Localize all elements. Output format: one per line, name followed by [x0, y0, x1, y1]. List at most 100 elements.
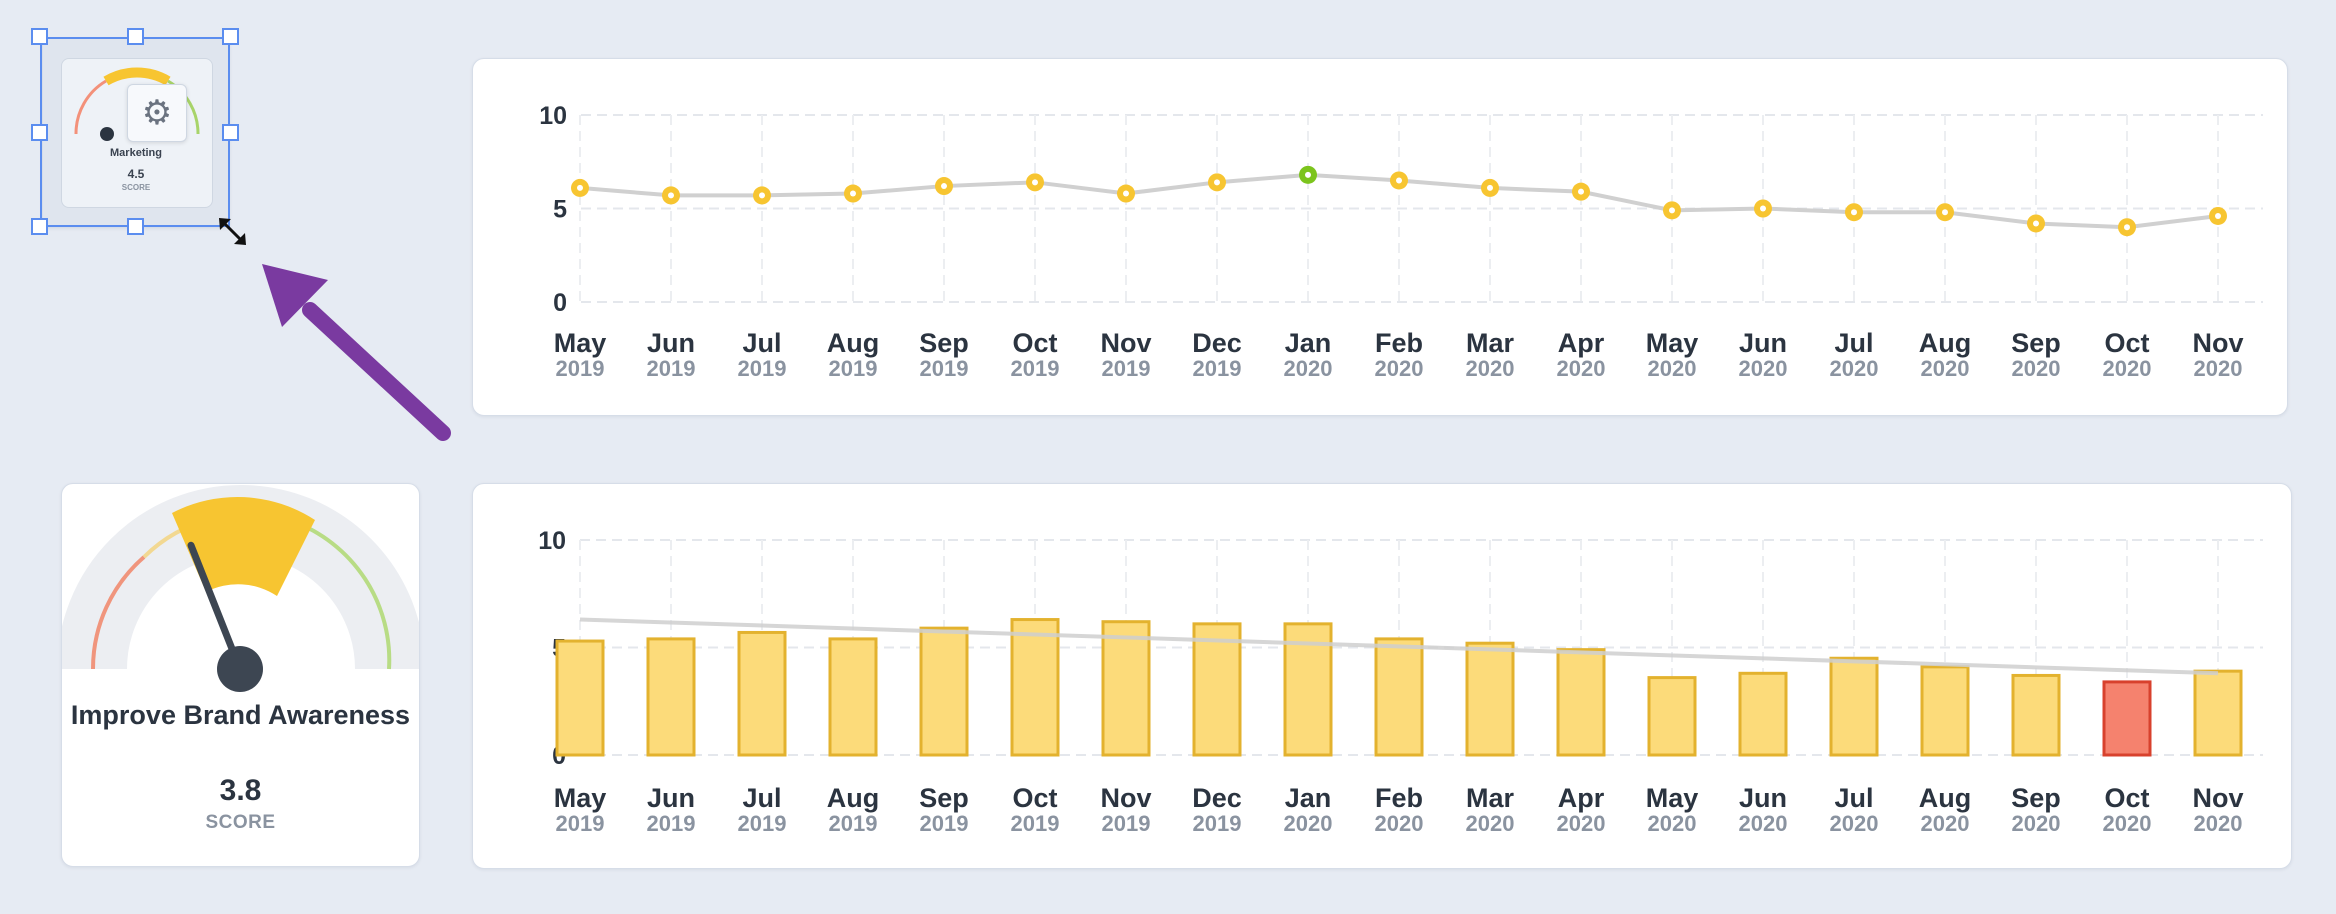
x-tick-year: 2020 — [1830, 356, 1879, 381]
purple-arrow-icon — [262, 264, 451, 441]
resize-handle-top-left[interactable] — [31, 28, 48, 45]
x-tick-year: 2019 — [1011, 811, 1060, 836]
x-tick-month: Sep — [2011, 783, 2061, 813]
bar — [1192, 622, 1242, 757]
x-tick-year: 2020 — [1921, 356, 1970, 381]
x-tick-month: Jul — [742, 783, 781, 813]
data-point-center — [1032, 179, 1038, 186]
x-tick-month: Oct — [1012, 328, 1057, 358]
x-tick-month: Oct — [1012, 783, 1057, 813]
x-tick-month: Jun — [647, 328, 695, 358]
x-tick-year: 2020 — [2194, 356, 2243, 381]
data-point-center — [1123, 190, 1129, 197]
resize-handle-bottom-left[interactable] — [31, 218, 48, 235]
x-tick-month: Jun — [1739, 328, 1787, 358]
data-point-center — [759, 192, 765, 199]
bar — [646, 637, 696, 757]
mini-widget-score: 4.5 — [127, 167, 145, 181]
x-tick-month: Aug — [1919, 328, 1971, 358]
x-tick-year: 2020 — [2103, 811, 2152, 836]
x-tick-month: Nov — [1100, 328, 1151, 358]
x-tick-year: 2020 — [1739, 356, 1788, 381]
x-tick-year: 2019 — [738, 356, 787, 381]
x-tick-month: Mar — [1466, 328, 1515, 358]
gauge-score-label: SCORE — [205, 812, 276, 833]
x-tick-month: Oct — [2104, 783, 2149, 813]
data-point-center — [2124, 224, 2130, 231]
data-point-center — [1760, 205, 1766, 212]
x-tick-month: Feb — [1375, 783, 1423, 813]
data-point-center — [1669, 207, 1675, 214]
x-tick-year: 2020 — [2103, 356, 2152, 381]
x-tick-year: 2019 — [920, 811, 969, 836]
x-tick-year: 2019 — [829, 356, 878, 381]
resize-handle-top-right[interactable] — [222, 28, 239, 45]
x-tick-year: 2020 — [2194, 811, 2243, 836]
x-tick-month: Sep — [919, 328, 969, 358]
bar — [1465, 641, 1515, 757]
resize-handle-left[interactable] — [31, 124, 48, 141]
y-tick-label: 10 — [539, 102, 567, 130]
x-tick-year: 2020 — [1557, 356, 1606, 381]
x-tick-year: 2020 — [1375, 356, 1424, 381]
gauge — [62, 485, 419, 694]
x-tick-year: 2020 — [1284, 356, 1333, 381]
x-tick-year: 2019 — [829, 811, 878, 836]
bar — [2102, 680, 2152, 757]
x-tick-year: 2020 — [1648, 811, 1697, 836]
x-tick-month: Oct — [2104, 328, 2149, 358]
x-tick-month: May — [1646, 783, 1699, 813]
bar — [1556, 648, 1606, 757]
y-tick-label: 0 — [553, 289, 567, 317]
bar — [828, 637, 878, 757]
gauge-red-zone — [90, 555, 146, 670]
data-point-center — [577, 184, 583, 191]
x-tick-year: 2020 — [1466, 356, 1515, 381]
x-tick-month: Jul — [1834, 328, 1873, 358]
line-chart: 0510May2019Jun2019Jul2019Aug2019Sep2019O… — [539, 102, 2263, 381]
data-point-center — [2215, 212, 2221, 219]
bar — [919, 626, 969, 757]
y-tick-label: 5 — [553, 196, 567, 224]
data-point-center — [1214, 179, 1220, 186]
x-tick-month: Sep — [919, 783, 969, 813]
gauge-yellow-band — [172, 496, 315, 596]
x-tick-month: Nov — [2192, 328, 2243, 358]
x-tick-year: 2020 — [1830, 811, 1879, 836]
gauge-title: Improve Brand Awareness — [70, 700, 411, 730]
mini-widget-score-label: SCORE — [121, 183, 151, 192]
bar — [1283, 622, 1333, 757]
x-tick-year: 2020 — [1557, 811, 1606, 836]
score-gauge-card[interactable]: Improve Brand Awareness 3.8 SCORE — [61, 483, 420, 867]
bar — [1738, 671, 1788, 757]
mini-widget-name: Marketing — [110, 147, 162, 159]
bar — [1920, 665, 1970, 757]
x-tick-month: Nov — [1100, 783, 1151, 813]
x-tick-month: Apr — [1558, 328, 1605, 358]
resize-handle-right[interactable] — [222, 124, 239, 141]
bar — [555, 639, 605, 757]
x-tick-year: 2019 — [647, 356, 696, 381]
x-tick-month: May — [554, 783, 607, 813]
score-trend-line-card: 0 5 10 May 2019 Jun 2019 Jul 2019 Aug 2019 Sep 2019 O… — [472, 58, 2288, 416]
gear-icon[interactable]: ⚙ — [127, 84, 187, 142]
x-tick-year: 2019 — [1011, 356, 1060, 381]
trend-line — [579, 617, 2219, 676]
resize-handle-top[interactable] — [127, 28, 144, 45]
bar — [1374, 637, 1424, 757]
x-tick-month: Jan — [1285, 328, 1332, 358]
x-tick-year: 2020 — [1921, 811, 1970, 836]
mini-gauge — [74, 67, 200, 141]
x-tick-month: Dec — [1192, 783, 1242, 813]
x-tick-year: 2020 — [2012, 811, 2061, 836]
data-point-center — [941, 183, 947, 190]
resize-handle-bottom[interactable] — [127, 218, 144, 235]
x-tick-month: May — [1646, 328, 1699, 358]
bar — [1010, 618, 1060, 757]
x-tick-month: Dec — [1192, 328, 1242, 358]
selection-frame — [40, 37, 230, 227]
x-tick-year: 2019 — [556, 811, 605, 836]
y-tick-label: 10 — [538, 527, 566, 555]
x-tick-month: Feb — [1375, 328, 1423, 358]
bar-chart: 0510May2019Jun2019Jul2019Aug2019Sep2019O… — [538, 527, 2263, 836]
